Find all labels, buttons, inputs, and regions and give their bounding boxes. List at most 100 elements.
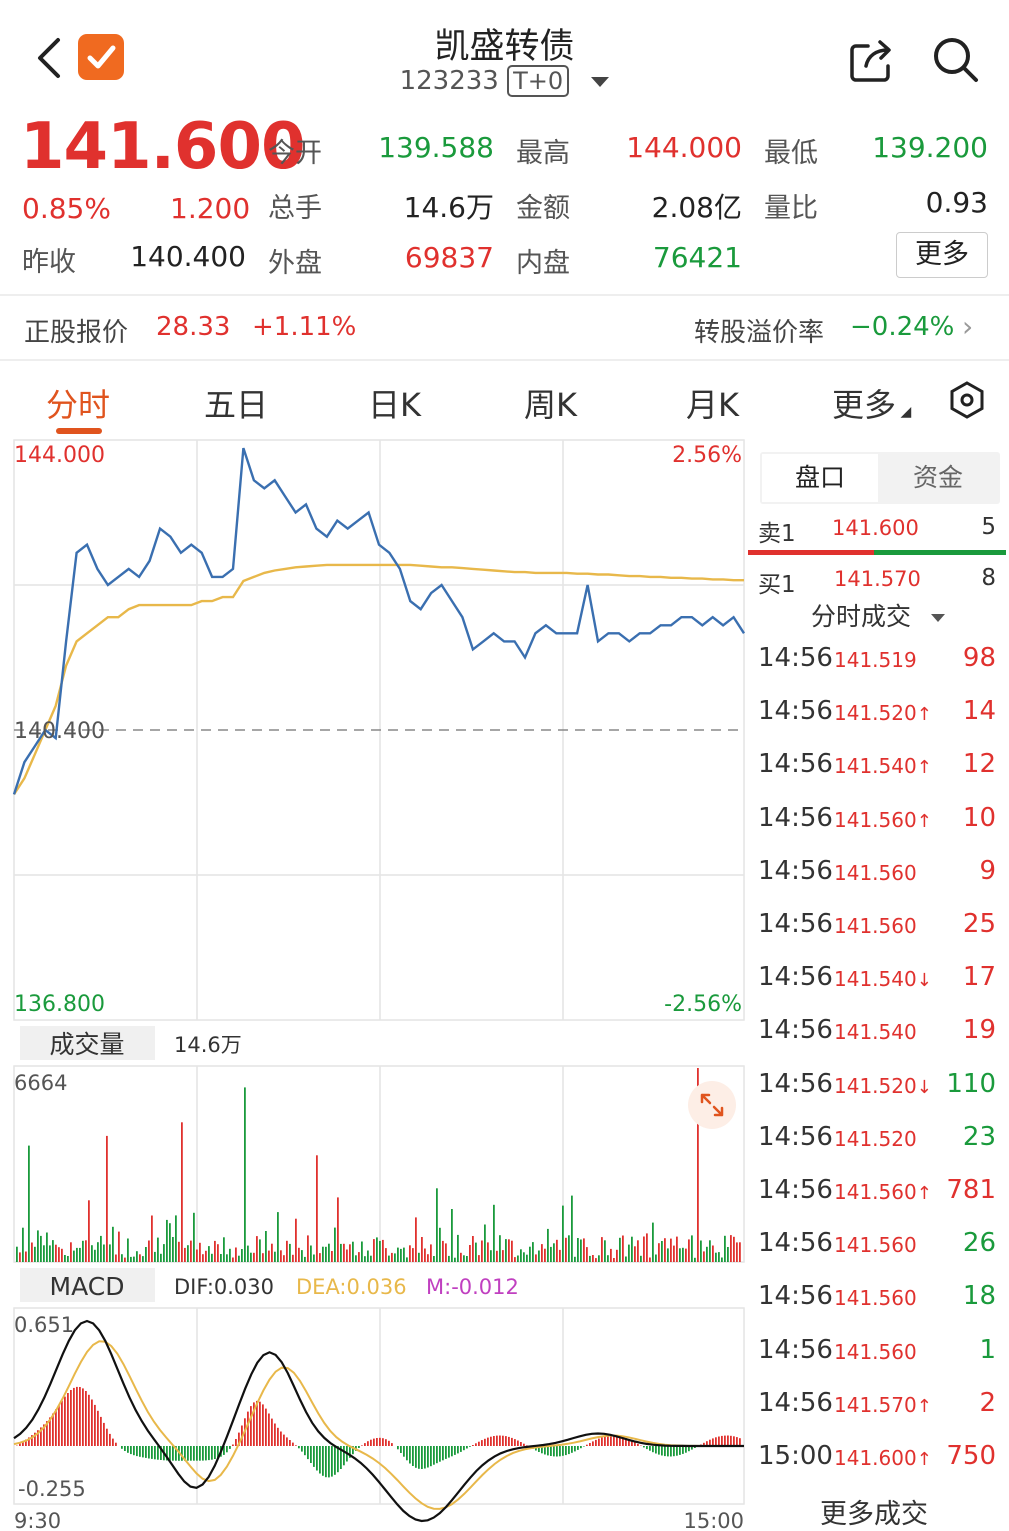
search-icon[interactable] [930, 34, 980, 84]
macd-bar [154, 1446, 156, 1460]
tab-five-day[interactable]: 五日 [204, 386, 269, 424]
macd-bar [412, 1446, 414, 1466]
macd-bar [415, 1446, 417, 1468]
macd-bar [169, 1446, 171, 1461]
volume-bar [574, 1256, 576, 1262]
tick-direction-icon: ↓ [916, 1076, 932, 1098]
intraday-chart[interactable]: 144.000 2.56% 140.400 136.800 -2.56% 成交量… [0, 438, 750, 1531]
volume-bar [421, 1237, 423, 1262]
macd-bar [718, 1436, 720, 1446]
time-end-label: 15:00 [683, 1509, 744, 1531]
volume-bar [385, 1248, 387, 1262]
bond-code-row[interactable]: 123233 T+0 [0, 65, 1009, 97]
volume-bar [646, 1233, 648, 1262]
macd-bar [685, 1446, 687, 1453]
volume-bar [328, 1243, 330, 1262]
ticks-title-row[interactable]: 分时成交 [748, 597, 1008, 631]
macd-bar [268, 1413, 270, 1446]
macd-bar [367, 1441, 369, 1446]
macd-bar [193, 1446, 195, 1461]
checkmark-logo-icon[interactable] [78, 34, 124, 80]
volume-bar [112, 1226, 114, 1262]
tab-daily-k[interactable]: 日K [368, 386, 421, 424]
volume-bar [559, 1249, 561, 1262]
volume-bar [412, 1248, 414, 1262]
volume-bar [523, 1252, 525, 1262]
tab-more[interactable]: 更多 ◢ [832, 380, 911, 426]
volume-bar [391, 1252, 393, 1262]
chevron-down-icon[interactable] [591, 76, 610, 87]
volume-bar [388, 1255, 390, 1262]
change-amount: 1.200 [170, 192, 251, 225]
volume-bar [409, 1245, 411, 1262]
volume-bar [568, 1235, 570, 1262]
tick-row: 14:56 141.560↑ 781 [758, 1175, 1000, 1228]
volume-bar [397, 1247, 399, 1262]
tick-row: 14:56 141.519 98 [758, 643, 1000, 696]
tab-fund-flow[interactable]: 资金 [912, 463, 963, 492]
macd-bar [223, 1446, 225, 1455]
macd-bar [349, 1446, 351, 1458]
tick-time: 14:56 [758, 1334, 833, 1365]
macd-bar [247, 1411, 249, 1446]
macd-bar [433, 1446, 435, 1465]
volume-bar [142, 1256, 144, 1262]
volume-title[interactable]: 成交量 [49, 1030, 124, 1059]
volume-bar [727, 1247, 729, 1262]
macd-bar [730, 1435, 732, 1446]
active-tab-indicator [56, 428, 102, 434]
macd-bar [289, 1440, 291, 1446]
volume-bar [583, 1238, 585, 1262]
tick-time: 14:56 [758, 696, 833, 727]
macd-bar [91, 1399, 93, 1446]
macd-bar [634, 1442, 636, 1446]
macd-bar [622, 1437, 624, 1446]
macd-bar [610, 1435, 612, 1446]
volume-label: 总手 [268, 193, 322, 224]
macd-bar [511, 1437, 513, 1446]
volume-bar [631, 1236, 633, 1262]
vol-ratio-label: 量比 [764, 193, 818, 224]
tab-order-book[interactable]: 盘口 [762, 454, 878, 502]
macd-bar [628, 1439, 630, 1446]
volume-bar [268, 1250, 270, 1262]
macd-bar [442, 1446, 444, 1461]
trade-mode-badge: T+0 [507, 65, 570, 97]
macd-title[interactable]: MACD [50, 1272, 125, 1301]
tab-monthly-k[interactable]: 月K [686, 386, 739, 424]
macd-bar [715, 1437, 717, 1446]
volume-bar [499, 1235, 501, 1262]
tab-weekly-k[interactable]: 周K [524, 386, 577, 424]
macd-bar [226, 1446, 228, 1453]
macd-bar [637, 1443, 639, 1446]
macd-bar [733, 1436, 735, 1446]
volume-bar [649, 1257, 651, 1262]
volume-bar [163, 1244, 165, 1262]
macd-bar [559, 1446, 561, 1457]
back-icon[interactable] [30, 36, 70, 80]
volume-bar [514, 1257, 516, 1262]
volume-bar [232, 1257, 234, 1262]
more-ticks-button[interactable]: 更多成交 [820, 1499, 928, 1530]
expand-icon[interactable] [688, 1081, 736, 1129]
tick-price: 141.600↑ [834, 1446, 932, 1470]
underlying-stock-row[interactable]: 正股报价 28.33 +1.11% 转股溢价率 −0.24% › [0, 300, 1009, 358]
settings-hexagon-icon[interactable] [948, 380, 986, 420]
tick-row: 14:56 141.560 26 [758, 1228, 1000, 1281]
macd-bar [28, 1437, 30, 1446]
volume-bar [592, 1255, 594, 1262]
volume-bar [262, 1253, 264, 1262]
macd-bar [604, 1436, 606, 1446]
volume-bar [319, 1253, 321, 1262]
macd-bar [388, 1440, 390, 1446]
macd-bar [451, 1446, 453, 1457]
tick-row: 14:56 141.560 1 [758, 1335, 1000, 1388]
more-quote-button[interactable]: 更多 [896, 232, 988, 278]
macd-bar [616, 1435, 618, 1446]
macd-bar [22, 1441, 24, 1446]
macd-bar [58, 1405, 60, 1446]
macd-bar [133, 1446, 135, 1456]
tab-intraday[interactable]: 分时 [46, 386, 111, 424]
share-icon[interactable] [848, 36, 896, 84]
tick-time: 14:56 [758, 1175, 833, 1205]
